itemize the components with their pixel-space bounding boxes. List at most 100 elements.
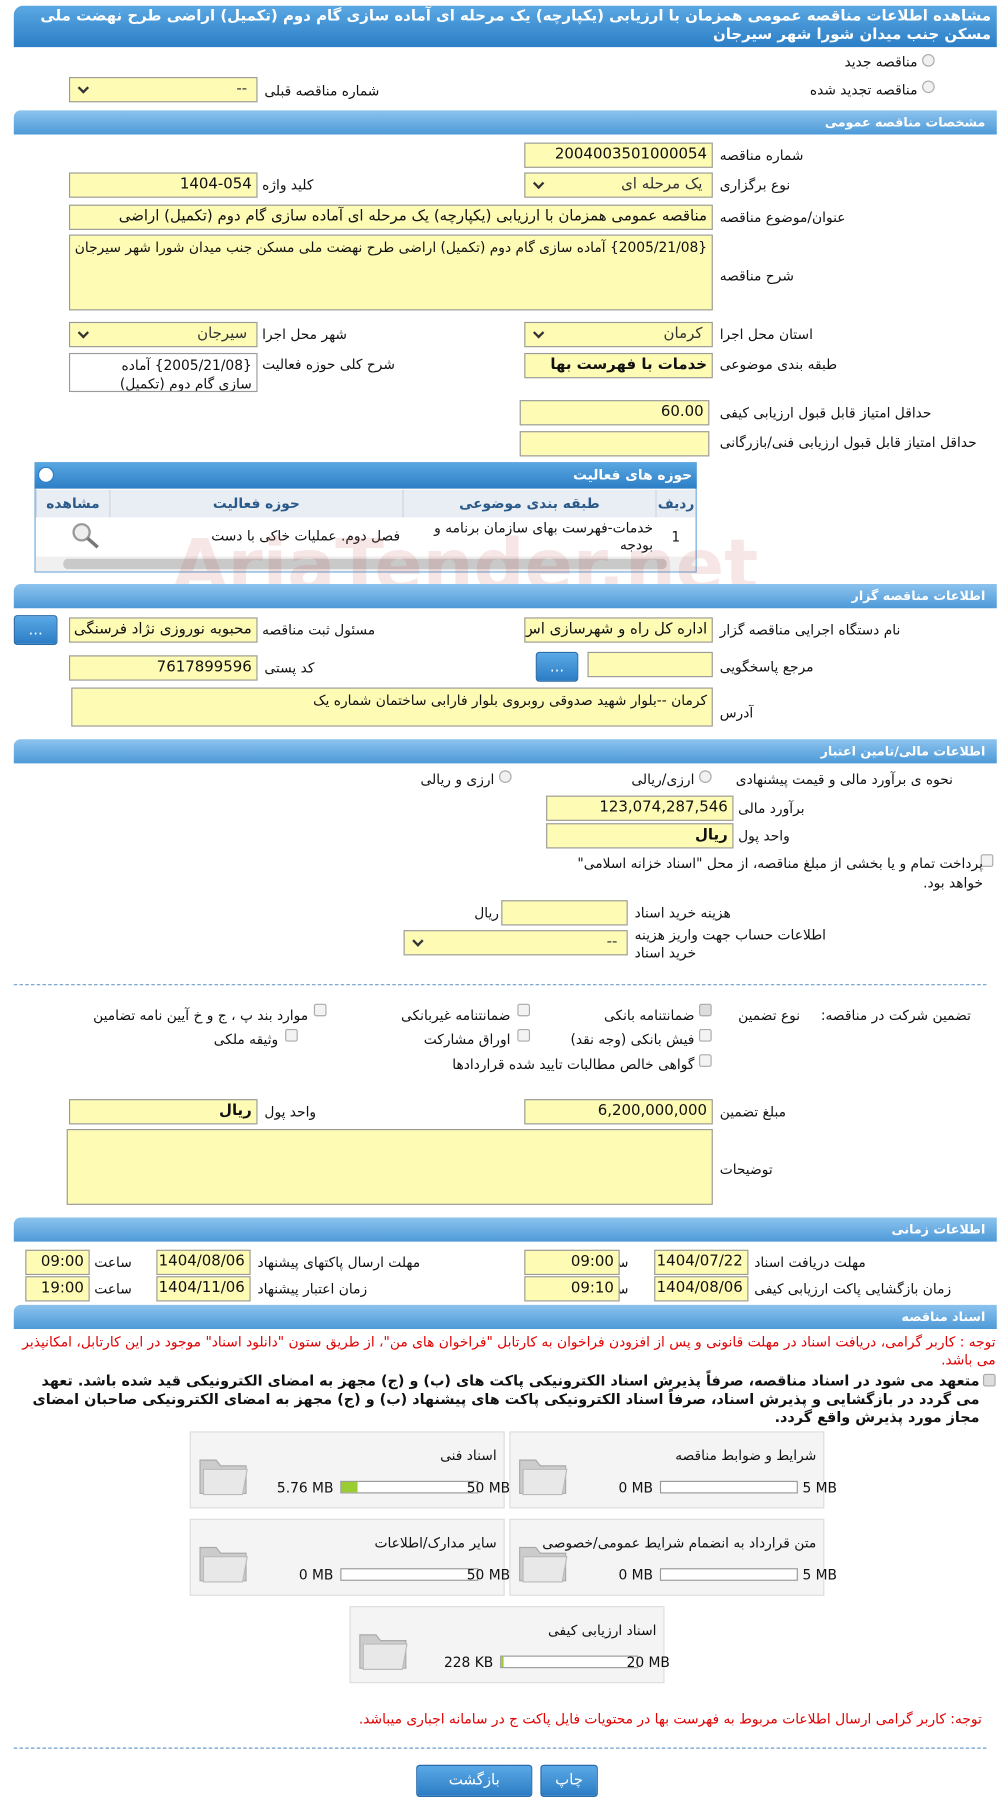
file-box[interactable]: شرایط و ضوابط مناقصه 5 MB 0 MB: [509, 1431, 837, 1509]
table-cell: خدمات-فهرست بهای سازمان برنامه و بودجه: [434, 519, 654, 554]
file-max: 50 MB: [466, 1479, 511, 1496]
file-box[interactable]: اسناد فنی 50 MB 5.76 MB: [189, 1431, 510, 1509]
field-label: نحوه ی برآورد مالی و قیمت پیشنهادی: [735, 771, 953, 788]
radio-renewed[interactable]: [922, 80, 935, 94]
checkbox-label: ضمانتنامه غیربانکی: [401, 1007, 511, 1024]
section-header: اطلاعات مناقصه گزار: [13, 584, 997, 609]
field-label: واحد پول: [738, 827, 790, 844]
file-box[interactable]: سایر مدارک/اطلاعات 50 MB 0 MB: [189, 1518, 510, 1596]
min-quality-score: 60.00: [519, 400, 710, 426]
column-header: مشاهده: [35, 489, 110, 518]
file-name: شرایط و ضوابط مناقصه: [675, 1447, 817, 1464]
file-name: متن قرارداد به انضمام شرایط عمومی/خصوصی: [542, 1534, 817, 1551]
guarantee-checkbox[interactable]: [285, 1028, 298, 1042]
folder-icon: [519, 1546, 568, 1583]
field-label: برآورد مالی: [738, 800, 805, 817]
guarantee-checkbox[interactable]: [517, 1028, 531, 1042]
treasury-note: پرداخت تمام و یا بخشی از مبلغ مناقصه، از…: [577, 855, 983, 892]
field-label: هزینه خرید اسناد: [634, 904, 731, 921]
estimate: 123,074,287,546: [546, 795, 734, 821]
field-label: توضیحات: [719, 1161, 773, 1178]
reference: [587, 651, 713, 678]
field-label: حداقل امتیاز قابل قبول ارزیابی فنی/بازرگ…: [719, 434, 977, 451]
collapse-button[interactable]: [37, 466, 55, 483]
treasury-checkbox[interactable]: [980, 854, 994, 867]
progress-bar: [659, 1568, 798, 1581]
progress-bar: [340, 1480, 479, 1494]
guarantee-currency: ریال: [68, 1099, 258, 1125]
field-label: نام دستگاه اجرایی مناقصه گزار: [719, 621, 901, 639]
radio-label: ارزی و ریالی: [420, 771, 495, 788]
field-label: زمان بازگشایی پاکت ارزیابی کیفی: [754, 1280, 952, 1297]
file-max: 5 MB: [802, 1479, 838, 1496]
file-name: سایر مدارک/اطلاعات: [374, 1534, 497, 1551]
folder-icon: [199, 1546, 248, 1583]
file-used: 0 MB: [618, 1567, 654, 1584]
radio-label: مناقصه تجدید شده: [809, 81, 918, 98]
footer-note: توجه: کاربر گرامی ارسال اطلاعات مربوط به…: [358, 1710, 982, 1727]
progress-bar: [500, 1655, 639, 1669]
radio-rial[interactable]: [699, 770, 712, 783]
section-header: اطلاعات مالی/تامین اعتبار: [13, 739, 997, 764]
holding-type-select[interactable]: یک مرحله ای: [524, 172, 713, 198]
field-label: واحد پول: [264, 1103, 317, 1120]
guarantee-checkbox[interactable]: [699, 1028, 712, 1042]
header-bar: [13, 5, 997, 48]
classification: خدمات با فهرست بها: [524, 352, 713, 379]
page-title: مشاهده اطلاعات مناقصه عمومی همزمان با ار…: [40, 8, 992, 44]
progress-fill: [341, 1481, 358, 1493]
keyword: 1404-054: [68, 172, 258, 198]
doc-cost-unit: ریال: [474, 904, 499, 921]
back-button[interactable]: بازگشت: [416, 1764, 533, 1797]
guarantee-checkbox[interactable]: [699, 1003, 712, 1017]
field-label: نوع برگزاری: [719, 177, 791, 194]
scroll-thumb[interactable]: [63, 558, 667, 570]
field-label: عنوان/موضوع مناقصه: [719, 209, 846, 226]
radio-label: مناقصه جدید: [844, 54, 918, 71]
checkbox-label: موارد بند پ ، ج و خ آیین نامه تضامین: [93, 1007, 309, 1024]
field-label: مرجع پاسخگویی: [719, 658, 814, 675]
field-label: کد پستی: [264, 659, 315, 677]
table-cell: فصل دوم. عملیات خاکی با دست: [211, 527, 401, 544]
guarantee-checkbox[interactable]: [699, 1054, 712, 1067]
subject: مناقصه عمومی همزمان با ارزیابی (یکپارچه)…: [68, 204, 713, 230]
guarantee-checkbox[interactable]: [517, 1003, 531, 1017]
previous-tender-select[interactable]: --: [68, 77, 258, 103]
date: 1404/08/06: [156, 1249, 251, 1276]
field-label: نوع تضمین: [738, 1007, 801, 1024]
registrar-button[interactable]: ...: [13, 615, 58, 645]
file-box[interactable]: متن قرارداد به انضمام شرایط عمومی/خصوصی …: [509, 1518, 837, 1596]
radio-currency[interactable]: [498, 770, 512, 783]
city-select[interactable]: سیرجان: [68, 321, 258, 348]
file-max: 5 MB: [802, 1567, 838, 1584]
field-label: طبقه بندی موضوعی: [719, 356, 838, 373]
checkbox-label: فیش بانکی (وجه نقد): [570, 1031, 695, 1048]
progress-bar: [659, 1480, 798, 1494]
divider: [13, 1747, 987, 1749]
date: 1404/11/06: [156, 1276, 251, 1302]
documents-note: توجه : کاربر گرامی، دریافت اسناد در مهلت…: [22, 1333, 996, 1369]
commitment-checkbox: [982, 1373, 996, 1387]
description: {2005/21/08} آماده سازی گام دوم (تکمیل) …: [68, 234, 713, 311]
activity-desc-list[interactable]: {2005/21/08} آماده سازی گام دوم (تکمیل) …: [68, 352, 258, 393]
field-label: شرح مناقصه: [719, 267, 794, 284]
print-button[interactable]: چاپ: [540, 1764, 598, 1797]
checkbox-label: گواهی خالص مطالبات تایید شده قراردادها: [452, 1056, 695, 1073]
section-header: مشخصات مناقصه عمومی: [13, 110, 997, 135]
account-select[interactable]: --: [403, 930, 628, 956]
tender-number: 2004003501000054: [524, 142, 713, 168]
date: 1404/07/22: [654, 1249, 749, 1276]
province-select[interactable]: کرمان: [524, 321, 713, 348]
date: 1404/08/06: [654, 1276, 749, 1302]
reference-button[interactable]: ...: [535, 651, 579, 682]
file-box[interactable]: اسناد ارزیابی کیفی 20 MB 228 KB: [349, 1606, 670, 1684]
radio-new[interactable]: [922, 54, 935, 67]
time: 09:00: [25, 1249, 90, 1276]
folder-icon: [359, 1634, 408, 1670]
section-header: اسناد مناقصه: [13, 1304, 997, 1330]
view-icon[interactable]: [67, 520, 108, 550]
guarantee-checkbox[interactable]: [313, 1003, 327, 1017]
field-label: استان محل اجرا: [719, 326, 813, 343]
field-label: اطلاعات حساب جهت واریز هزینه خرید اسناد: [634, 926, 827, 962]
